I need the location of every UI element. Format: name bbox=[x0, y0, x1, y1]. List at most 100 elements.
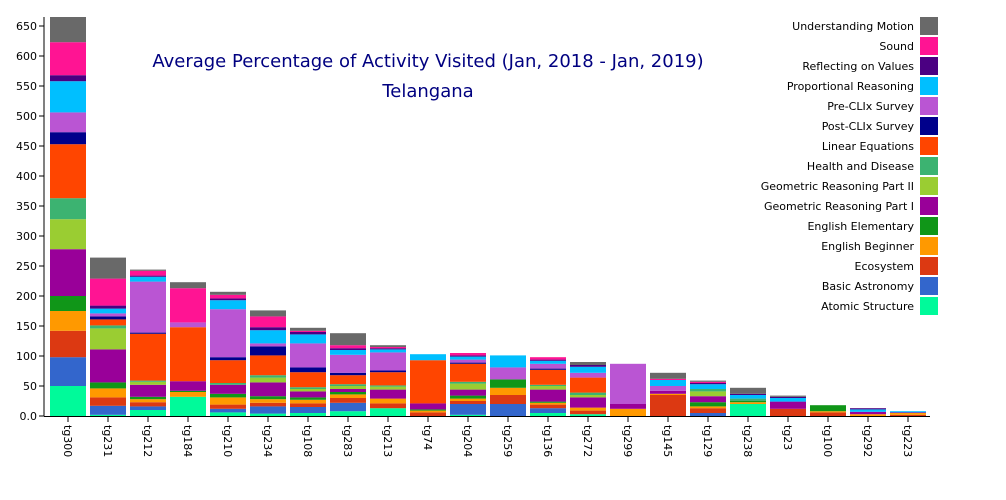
bar-segment-tg108-10 bbox=[290, 343, 326, 368]
bar-segment-tg259-1 bbox=[490, 404, 526, 416]
bar-segment-tg210-14 bbox=[210, 291, 246, 295]
bar-segment-tg213-13 bbox=[370, 347, 406, 349]
legend-swatch-12 bbox=[920, 57, 938, 75]
bar-segment-tg210-2 bbox=[210, 404, 246, 409]
bar-segment-tg234-3 bbox=[250, 399, 286, 403]
bar-segment-tg283-4 bbox=[330, 392, 366, 395]
bar-segment-tg300-11 bbox=[50, 81, 86, 113]
legend-label-2: Ecosystem bbox=[855, 260, 915, 273]
bar-segment-tg184-4 bbox=[170, 390, 206, 392]
bar-segment-tg210-1 bbox=[210, 408, 246, 413]
bar-segment-tg283-0 bbox=[330, 411, 366, 416]
bar-segment-tg272-12 bbox=[570, 365, 606, 367]
bar-segment-tg231-13 bbox=[90, 278, 126, 306]
bar-segment-tg272-6 bbox=[570, 395, 606, 398]
bar-segment-tg223-3 bbox=[890, 413, 926, 415]
bar-segment-tg213-3 bbox=[370, 398, 406, 404]
legend-label-8: Linear Equations bbox=[822, 140, 914, 153]
bar-segment-tg299-10 bbox=[610, 363, 646, 404]
bar-segment-tg108-13 bbox=[290, 330, 326, 332]
bar-segment-tg283-13 bbox=[330, 345, 366, 349]
bar-segment-tg129-6 bbox=[690, 391, 726, 397]
legend-swatch-6 bbox=[920, 177, 938, 195]
bar-segment-tg129-12 bbox=[690, 383, 726, 385]
bar-segment-tg136-0 bbox=[530, 413, 566, 416]
legend-label-14: Understanding Motion bbox=[792, 20, 914, 33]
bar-segment-tg74-11 bbox=[410, 354, 446, 361]
x-tick-label-tg231: tg231 bbox=[101, 425, 114, 457]
bar-segment-tg210-4 bbox=[210, 393, 246, 398]
legend-label-0: Atomic Structure bbox=[821, 300, 914, 313]
x-tick-label-tg204: tg204 bbox=[461, 425, 474, 457]
bar-segment-tg100-4 bbox=[810, 405, 846, 412]
y-tick-label-600: 600 bbox=[16, 50, 37, 63]
bar-segment-tg292-5 bbox=[850, 411, 886, 415]
bar-segment-tg108-7 bbox=[290, 387, 326, 389]
bar-segment-tg231-0 bbox=[90, 414, 126, 416]
x-tick-label-tg23: tg23 bbox=[781, 425, 794, 450]
bar-segment-tg238-14 bbox=[730, 387, 766, 394]
bar-segment-tg300-10 bbox=[50, 112, 86, 133]
bar-segment-tg300-0 bbox=[50, 386, 86, 416]
bar-segment-tg212-7 bbox=[130, 380, 166, 382]
y-axis: 0.0 50 100 150 200 250 300 350 400 450 500 550 600 65… bbox=[16, 17, 45, 423]
bar-segment-tg231-3 bbox=[90, 388, 126, 398]
bar-segment-tg234-6 bbox=[250, 377, 286, 383]
bar-segment-tg136-12 bbox=[530, 359, 566, 361]
bar-segment-tg272-0 bbox=[570, 414, 606, 416]
x-tick-label-tg210: tg210 bbox=[221, 425, 234, 457]
bar-segment-tg129-14 bbox=[690, 380, 726, 382]
bar-segment-tg204-13 bbox=[450, 353, 486, 356]
bar-segment-tg108-1 bbox=[290, 407, 326, 413]
bar-segment-tg108-6 bbox=[290, 389, 326, 392]
bar-segment-tg234-0 bbox=[250, 413, 286, 416]
legend-label-7: Health and Disease bbox=[807, 160, 914, 173]
bar-segment-tg204-4 bbox=[450, 395, 486, 399]
bar-segment-tg283-14 bbox=[330, 333, 366, 346]
bar-segment-tg210-8 bbox=[210, 360, 246, 383]
bar-segment-tg223-11 bbox=[890, 411, 926, 413]
x-tick-label-tg292: tg292 bbox=[861, 425, 874, 457]
bar-segment-tg272-3 bbox=[570, 407, 606, 411]
bar-segment-tg212-10 bbox=[130, 281, 166, 333]
bar-segment-tg136-13 bbox=[530, 357, 566, 360]
bar-segment-tg238-7 bbox=[730, 398, 766, 401]
bar-segment-tg238-12 bbox=[730, 393, 766, 395]
bar-segment-tg204-8 bbox=[450, 363, 486, 382]
y-tick-label-300: 300 bbox=[16, 230, 37, 243]
bar-segment-tg212-0 bbox=[130, 410, 166, 416]
bar-segment-tg299-3 bbox=[610, 408, 646, 416]
bar-segment-tg184-5 bbox=[170, 381, 206, 391]
bars-group bbox=[50, 17, 926, 416]
bar-segment-tg272-8 bbox=[570, 377, 606, 393]
bar-segment-tg74-2 bbox=[410, 412, 446, 416]
bar-segment-tg136-10 bbox=[530, 363, 566, 369]
bar-segment-tg136-2 bbox=[530, 404, 566, 409]
legend-swatch-14 bbox=[920, 17, 938, 35]
bar-segment-tg231-2 bbox=[90, 397, 126, 406]
bar-segment-tg283-3 bbox=[330, 394, 366, 398]
bar-segment-tg210-13 bbox=[210, 294, 246, 299]
bar-segment-tg234-14 bbox=[250, 310, 286, 317]
bar-segment-tg213-11 bbox=[370, 349, 406, 353]
bar-segment-tg234-8 bbox=[250, 355, 286, 376]
bar-segment-tg259-4 bbox=[490, 379, 526, 388]
bar-segment-tg184-13 bbox=[170, 288, 206, 323]
bar-segment-tg100-2 bbox=[810, 412, 846, 416]
x-tick-label-tg100: tg100 bbox=[821, 425, 834, 457]
legend-swatch-5 bbox=[920, 197, 938, 215]
bar-segment-tg210-3 bbox=[210, 397, 246, 405]
bar-segment-tg300-2 bbox=[50, 330, 86, 358]
chart-subtitle: Telangana bbox=[381, 81, 473, 102]
bar-segment-tg212-4 bbox=[130, 396, 166, 400]
bar-segment-tg108-8 bbox=[290, 372, 326, 388]
bar-segment-tg129-1 bbox=[690, 413, 726, 416]
bar-segment-tg292-3 bbox=[850, 414, 886, 416]
bar-segment-tg234-9 bbox=[250, 346, 286, 356]
y-tick-label-50: 50 bbox=[23, 380, 37, 393]
bar-segment-tg210-5 bbox=[210, 384, 246, 394]
bar-segment-tg108-5 bbox=[290, 391, 326, 398]
bar-segment-tg300-14 bbox=[50, 17, 86, 43]
bar-segment-tg204-2 bbox=[450, 401, 486, 404]
bar-segment-tg204-1 bbox=[450, 404, 486, 415]
